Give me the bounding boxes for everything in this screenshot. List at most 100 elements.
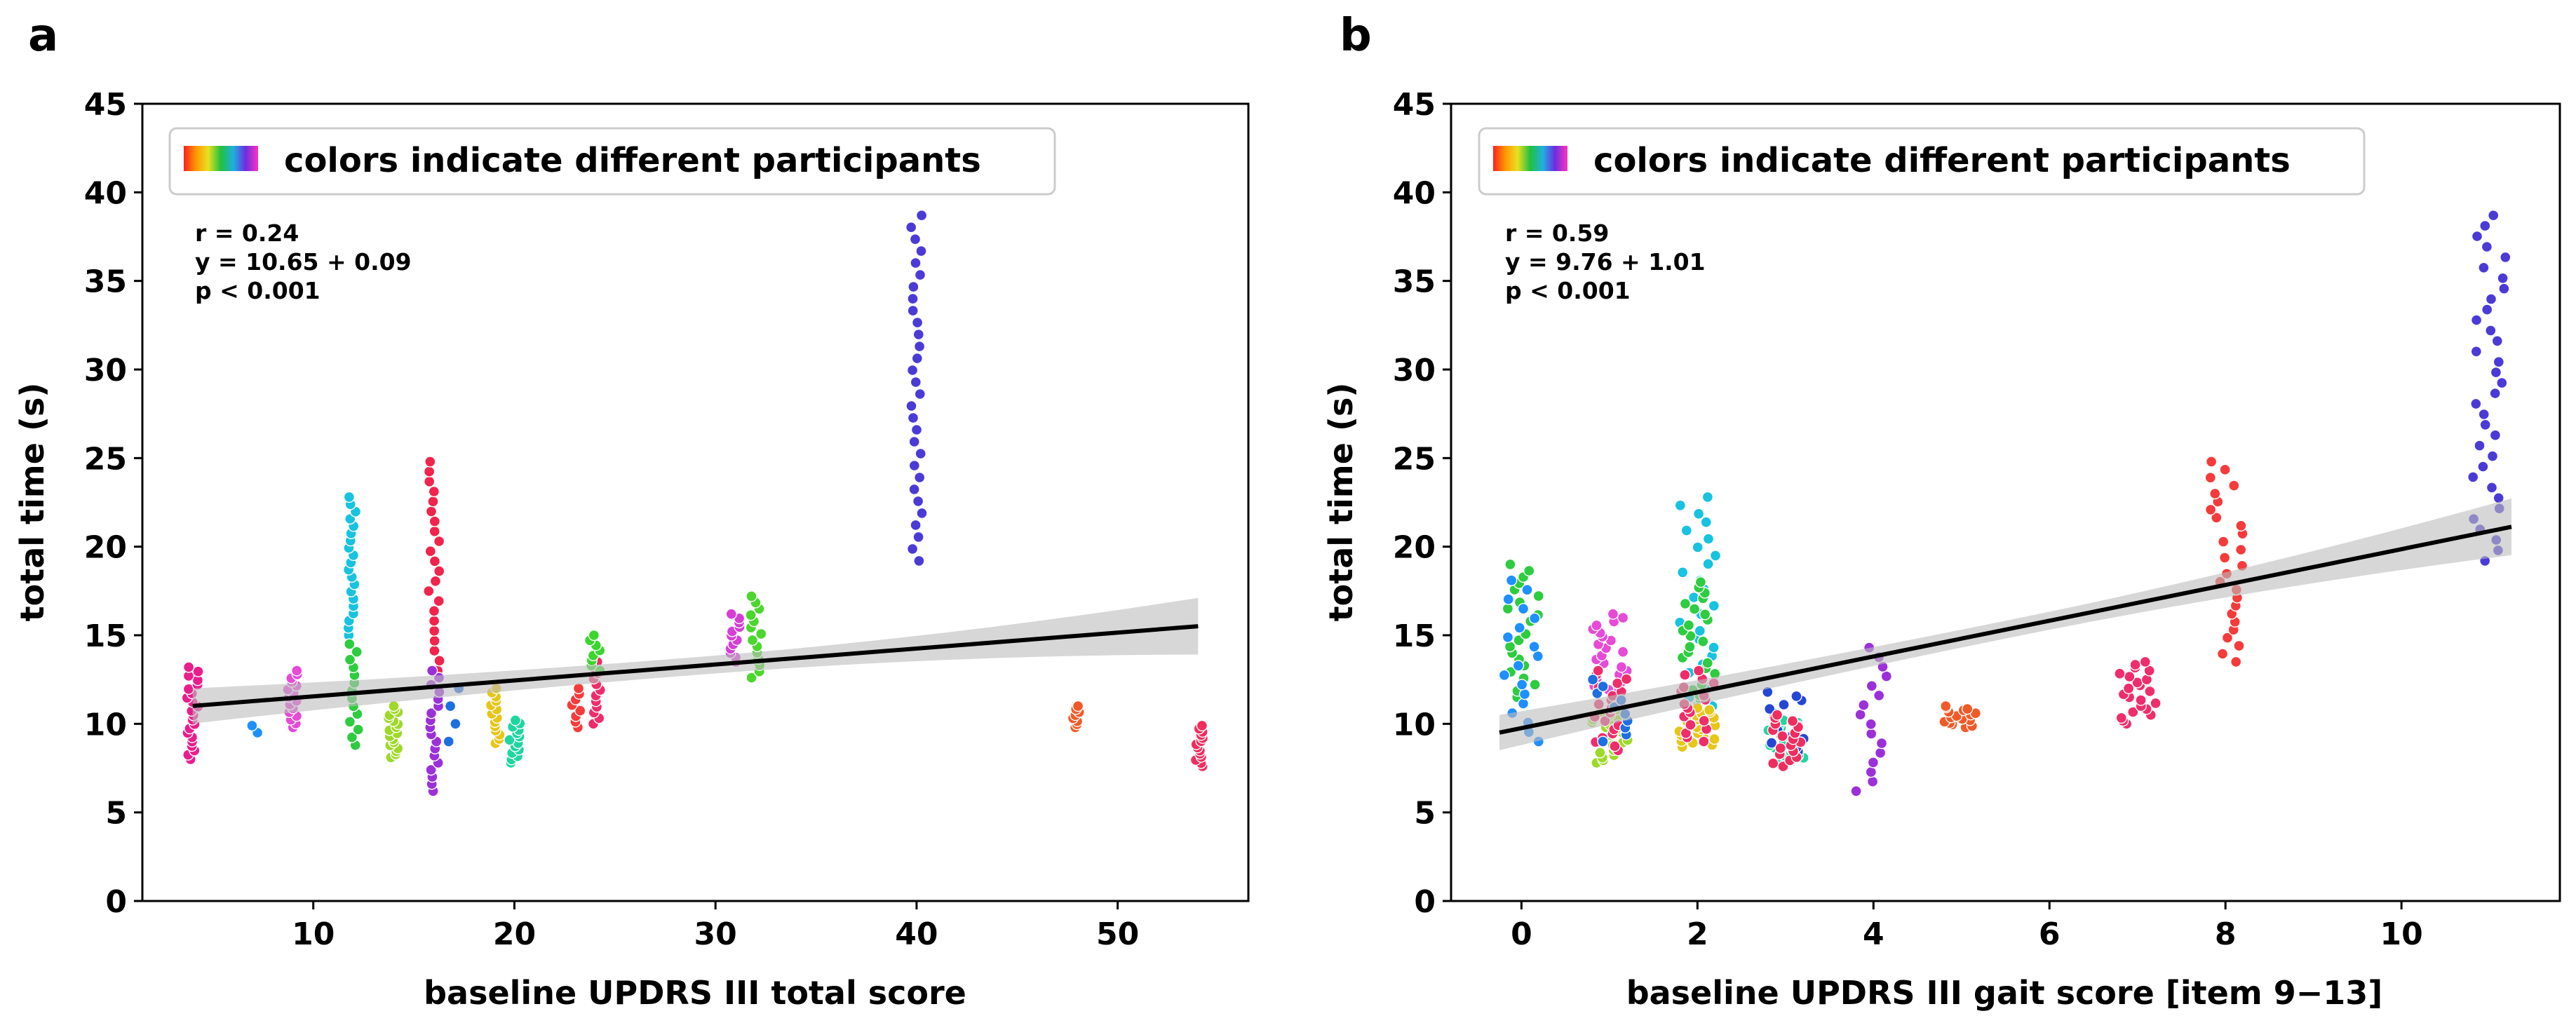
- data-point: [1597, 736, 1609, 747]
- data-point: [444, 700, 457, 712]
- data-point: [1617, 611, 1629, 624]
- data-point: [509, 714, 522, 726]
- data-point: [1702, 533, 1715, 545]
- data-point: [2470, 398, 2482, 410]
- x-tick-label: 0: [1511, 916, 1532, 952]
- data-point: [2479, 219, 2491, 232]
- data-point: [2470, 346, 2483, 358]
- data-point: [1516, 679, 1528, 691]
- panel-b-stat-r: r = 0.59: [1505, 219, 1609, 247]
- data-point: [1517, 698, 1530, 710]
- data-point: [1776, 730, 1788, 743]
- data-point: [755, 628, 767, 640]
- data-point: [2218, 552, 2231, 564]
- data-point: [2490, 366, 2502, 379]
- data-point: [905, 222, 917, 233]
- data-point: [2479, 419, 2491, 431]
- data-point: [351, 646, 363, 658]
- data-point: [423, 466, 436, 477]
- data-point: [2487, 210, 2500, 222]
- data-point: [2478, 408, 2490, 421]
- data-point: [914, 269, 926, 281]
- y-tick-label: 25: [84, 441, 127, 477]
- panel-a-x-axis-label: baseline UPDRS III total score: [424, 974, 966, 1012]
- panel-a-legend-box: [168, 127, 1056, 196]
- data-point: [1700, 516, 1712, 528]
- panel-a-label: a: [28, 10, 58, 62]
- data-point: [2234, 543, 2247, 556]
- data-point: [916, 507, 928, 520]
- panel-b-stat-equation: y = 9.76 + 1.01: [1505, 248, 1706, 276]
- data-point: [915, 447, 926, 460]
- data-point: [1865, 728, 1877, 740]
- data-point: [2115, 712, 2128, 724]
- data-point: [1523, 564, 1535, 577]
- data-point: [429, 644, 440, 657]
- regression-line: [1499, 524, 2512, 735]
- y-tick-label: 10: [1393, 707, 1436, 743]
- data-point: [910, 257, 922, 269]
- data-point: [2467, 471, 2479, 483]
- data-point: [1685, 719, 1697, 731]
- data-point: [352, 724, 364, 736]
- data-point: [911, 316, 924, 329]
- x-tick-label: 30: [694, 916, 737, 952]
- y-tick-label: 25: [1393, 441, 1436, 477]
- data-point: [1502, 631, 1514, 643]
- panel-a-legend-swatch: [184, 146, 258, 171]
- data-point: [2496, 377, 2508, 389]
- data-point: [2498, 283, 2510, 294]
- data-point: [2486, 450, 2499, 462]
- data-point: [1880, 670, 1893, 682]
- data-point: [1774, 742, 1786, 754]
- data-point: [1679, 597, 1692, 610]
- data-point: [2471, 230, 2483, 243]
- data-point: [433, 595, 445, 607]
- data-point: [1505, 574, 1518, 586]
- data-point: [745, 609, 757, 621]
- y-tick-label: 30: [84, 353, 127, 388]
- data-point: [428, 605, 440, 617]
- data-point: [2211, 512, 2223, 524]
- data-point: [1679, 669, 1691, 681]
- data-point: [1867, 757, 1880, 768]
- data-point: [2114, 668, 2126, 679]
- data-point: [429, 625, 440, 637]
- data-point: [1591, 619, 1603, 632]
- panel-a-stat-equation: y = 10.65 + 0.09: [195, 248, 412, 276]
- data-point: [907, 292, 919, 305]
- data-point: [1865, 766, 1877, 778]
- panel-b-plot-frame: [1450, 102, 2561, 902]
- data-point: [1875, 737, 1888, 750]
- data-point: [746, 672, 757, 684]
- y-tick-label: 5: [1414, 796, 1436, 832]
- panel-a-x-ticks: 10 20 30 40 50: [292, 901, 1139, 952]
- data-point: [2150, 697, 2162, 710]
- data-point: [725, 608, 738, 620]
- data-point: [910, 376, 922, 388]
- data-point: [1940, 700, 1952, 712]
- x-tick-label: 8: [2215, 916, 2237, 952]
- panel-b-legend-text: colors indicate different participants: [1593, 141, 2291, 180]
- data-point: [1683, 619, 1695, 631]
- data-point: [1701, 657, 1713, 669]
- panel-b-legend: colors indicate different participants: [1478, 127, 2366, 196]
- panel-b-fit: [1499, 498, 2512, 750]
- data-point: [429, 575, 442, 587]
- data-point: [2204, 503, 2217, 516]
- y-tick-label: 0: [1414, 884, 1436, 920]
- data-point: [1791, 690, 1802, 703]
- data-point: [1961, 703, 1974, 715]
- panel-a-stat-r: r = 0.24: [195, 219, 299, 247]
- x-tick-label: 10: [2380, 916, 2423, 952]
- y-tick-label: 40: [84, 175, 127, 211]
- data-point: [1699, 609, 1711, 621]
- data-point: [914, 388, 926, 400]
- data-point: [1708, 599, 1720, 612]
- data-point: [343, 491, 356, 503]
- data-point: [1521, 584, 1533, 596]
- data-point: [2127, 706, 2139, 718]
- data-point: [1072, 700, 1084, 712]
- data-point: [429, 515, 440, 527]
- data-point: [2204, 472, 2217, 484]
